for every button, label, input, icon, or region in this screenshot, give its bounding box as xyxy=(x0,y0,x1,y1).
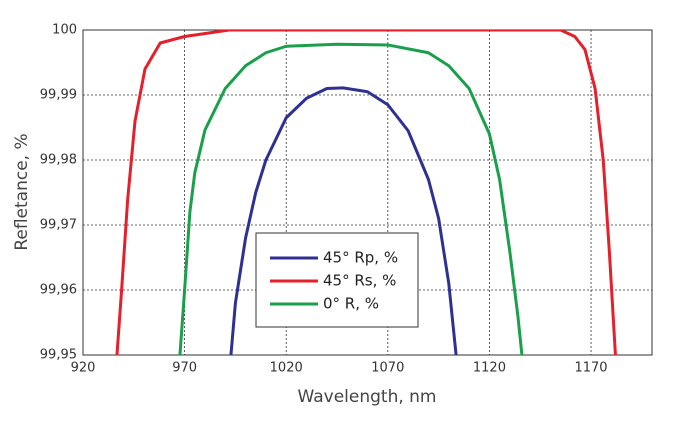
y-tick-label: 99,99 xyxy=(40,88,77,103)
y-tick-label: 100 xyxy=(52,23,77,38)
x-tick-label: 920 xyxy=(71,361,96,376)
y-tick-label: 99,95 xyxy=(40,348,77,363)
labels: 920 970 1020 1070 1120 1170 99,95 99,96 99,97 99,… xyxy=(40,23,608,376)
data-line xyxy=(115,30,617,355)
legend-label: 45° Rp, % xyxy=(323,249,398,267)
y-axis-title: Refletance, % xyxy=(12,133,32,250)
x-tick-label: 1020 xyxy=(270,361,303,376)
legend-label: 0° R, % xyxy=(323,295,379,313)
lines xyxy=(115,30,617,355)
legend-label: 45° Rs, % xyxy=(323,272,396,290)
legend: 45° Rp, % 45° Rs, % 0° R, % xyxy=(255,232,419,328)
x-tick-label: 1120 xyxy=(473,361,506,376)
x-tick-label: 970 xyxy=(172,361,197,376)
x-axis-title: Wavelength, nm xyxy=(298,387,437,407)
x-tick-label: 1070 xyxy=(371,361,404,376)
data-line xyxy=(229,86,458,355)
y-tick-label: 99,97 xyxy=(40,218,77,233)
y-tick-label: 99,96 xyxy=(40,283,77,298)
y-tick-label: 99,98 xyxy=(40,153,77,168)
data-line xyxy=(178,42,524,355)
x-tick-label: 1170 xyxy=(574,361,607,376)
